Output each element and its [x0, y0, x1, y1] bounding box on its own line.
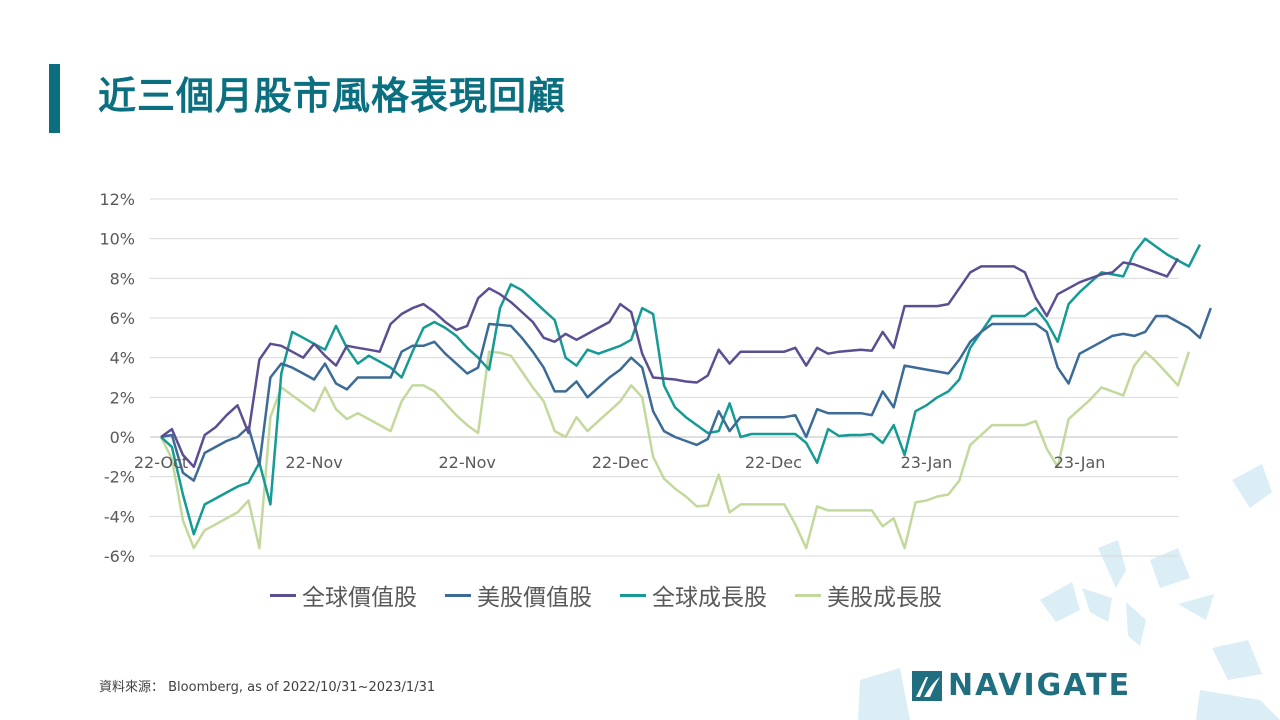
- legend-label: 美股價值股: [477, 585, 592, 611]
- y-tick-label: 10%: [99, 230, 135, 249]
- y-tick-label: -6%: [104, 547, 135, 566]
- legend-label: 全球成長股: [652, 585, 767, 611]
- legend-item-us-growth: 美股成長股: [795, 578, 942, 612]
- legend-swatch: [270, 593, 296, 597]
- x-tick-label: 22-Nov: [285, 453, 342, 472]
- x-axis-ticks: 22-Oct 22-Nov 22-Nov 22-Dec 22-Dec 23-Jan 23-J…: [134, 453, 1106, 472]
- logo-text: NAVIGATE: [948, 668, 1132, 703]
- y-tick-label: 4%: [110, 349, 135, 368]
- page-title: 近三個月股市風格表現回顧: [98, 74, 567, 118]
- x-tick-label: 22-Dec: [592, 453, 649, 472]
- y-tick-label: 12%: [99, 190, 135, 209]
- x-tick-label: 23-Jan: [901, 453, 953, 472]
- y-tick-label: 0%: [110, 428, 135, 447]
- legend-swatch: [445, 593, 471, 597]
- y-tick-label: -2%: [104, 468, 135, 487]
- series-line-3: [160, 237, 1202, 536]
- title-accent-bar: [49, 64, 60, 133]
- y-tick-label: 6%: [110, 309, 135, 328]
- legend-item-global-value: 全球價值股: [270, 578, 417, 612]
- series-line-4: [159, 350, 1191, 550]
- source-note: 資料來源： Bloomberg, as of 2022/10/31~2023/1…: [99, 680, 436, 695]
- series-lines: [159, 237, 1212, 550]
- legend-swatch: [795, 593, 821, 597]
- logo-mark-icon: [912, 670, 942, 701]
- series-line-2: [160, 307, 1212, 482]
- y-tick-label: -4%: [104, 507, 135, 526]
- legend-swatch: [620, 593, 646, 597]
- series-line-1: [160, 257, 1180, 469]
- y-axis-ticks: -6% -4% -2% 0% 2% 4% 6% 8% 10% 12%: [99, 190, 135, 566]
- y-tick-label: 8%: [110, 269, 135, 288]
- chart-legend: 全球價值股 美股價值股 全球成長股 美股成長股: [270, 578, 942, 612]
- legend-item-global-growth: 全球成長股: [620, 578, 767, 612]
- y-tick-label: 2%: [110, 388, 135, 407]
- legend-label: 美股成長股: [827, 585, 942, 611]
- legend-label: 全球價值股: [302, 585, 417, 611]
- x-tick-label: 22-Dec: [745, 453, 802, 472]
- navigate-logo: NAVIGATE: [912, 668, 1131, 703]
- legend-item-us-value: 美股價值股: [445, 578, 592, 612]
- x-tick-label: 22-Nov: [439, 453, 496, 472]
- x-tick-label: 22-Oct: [134, 453, 188, 472]
- x-tick-label: 23-Jan: [1054, 453, 1106, 472]
